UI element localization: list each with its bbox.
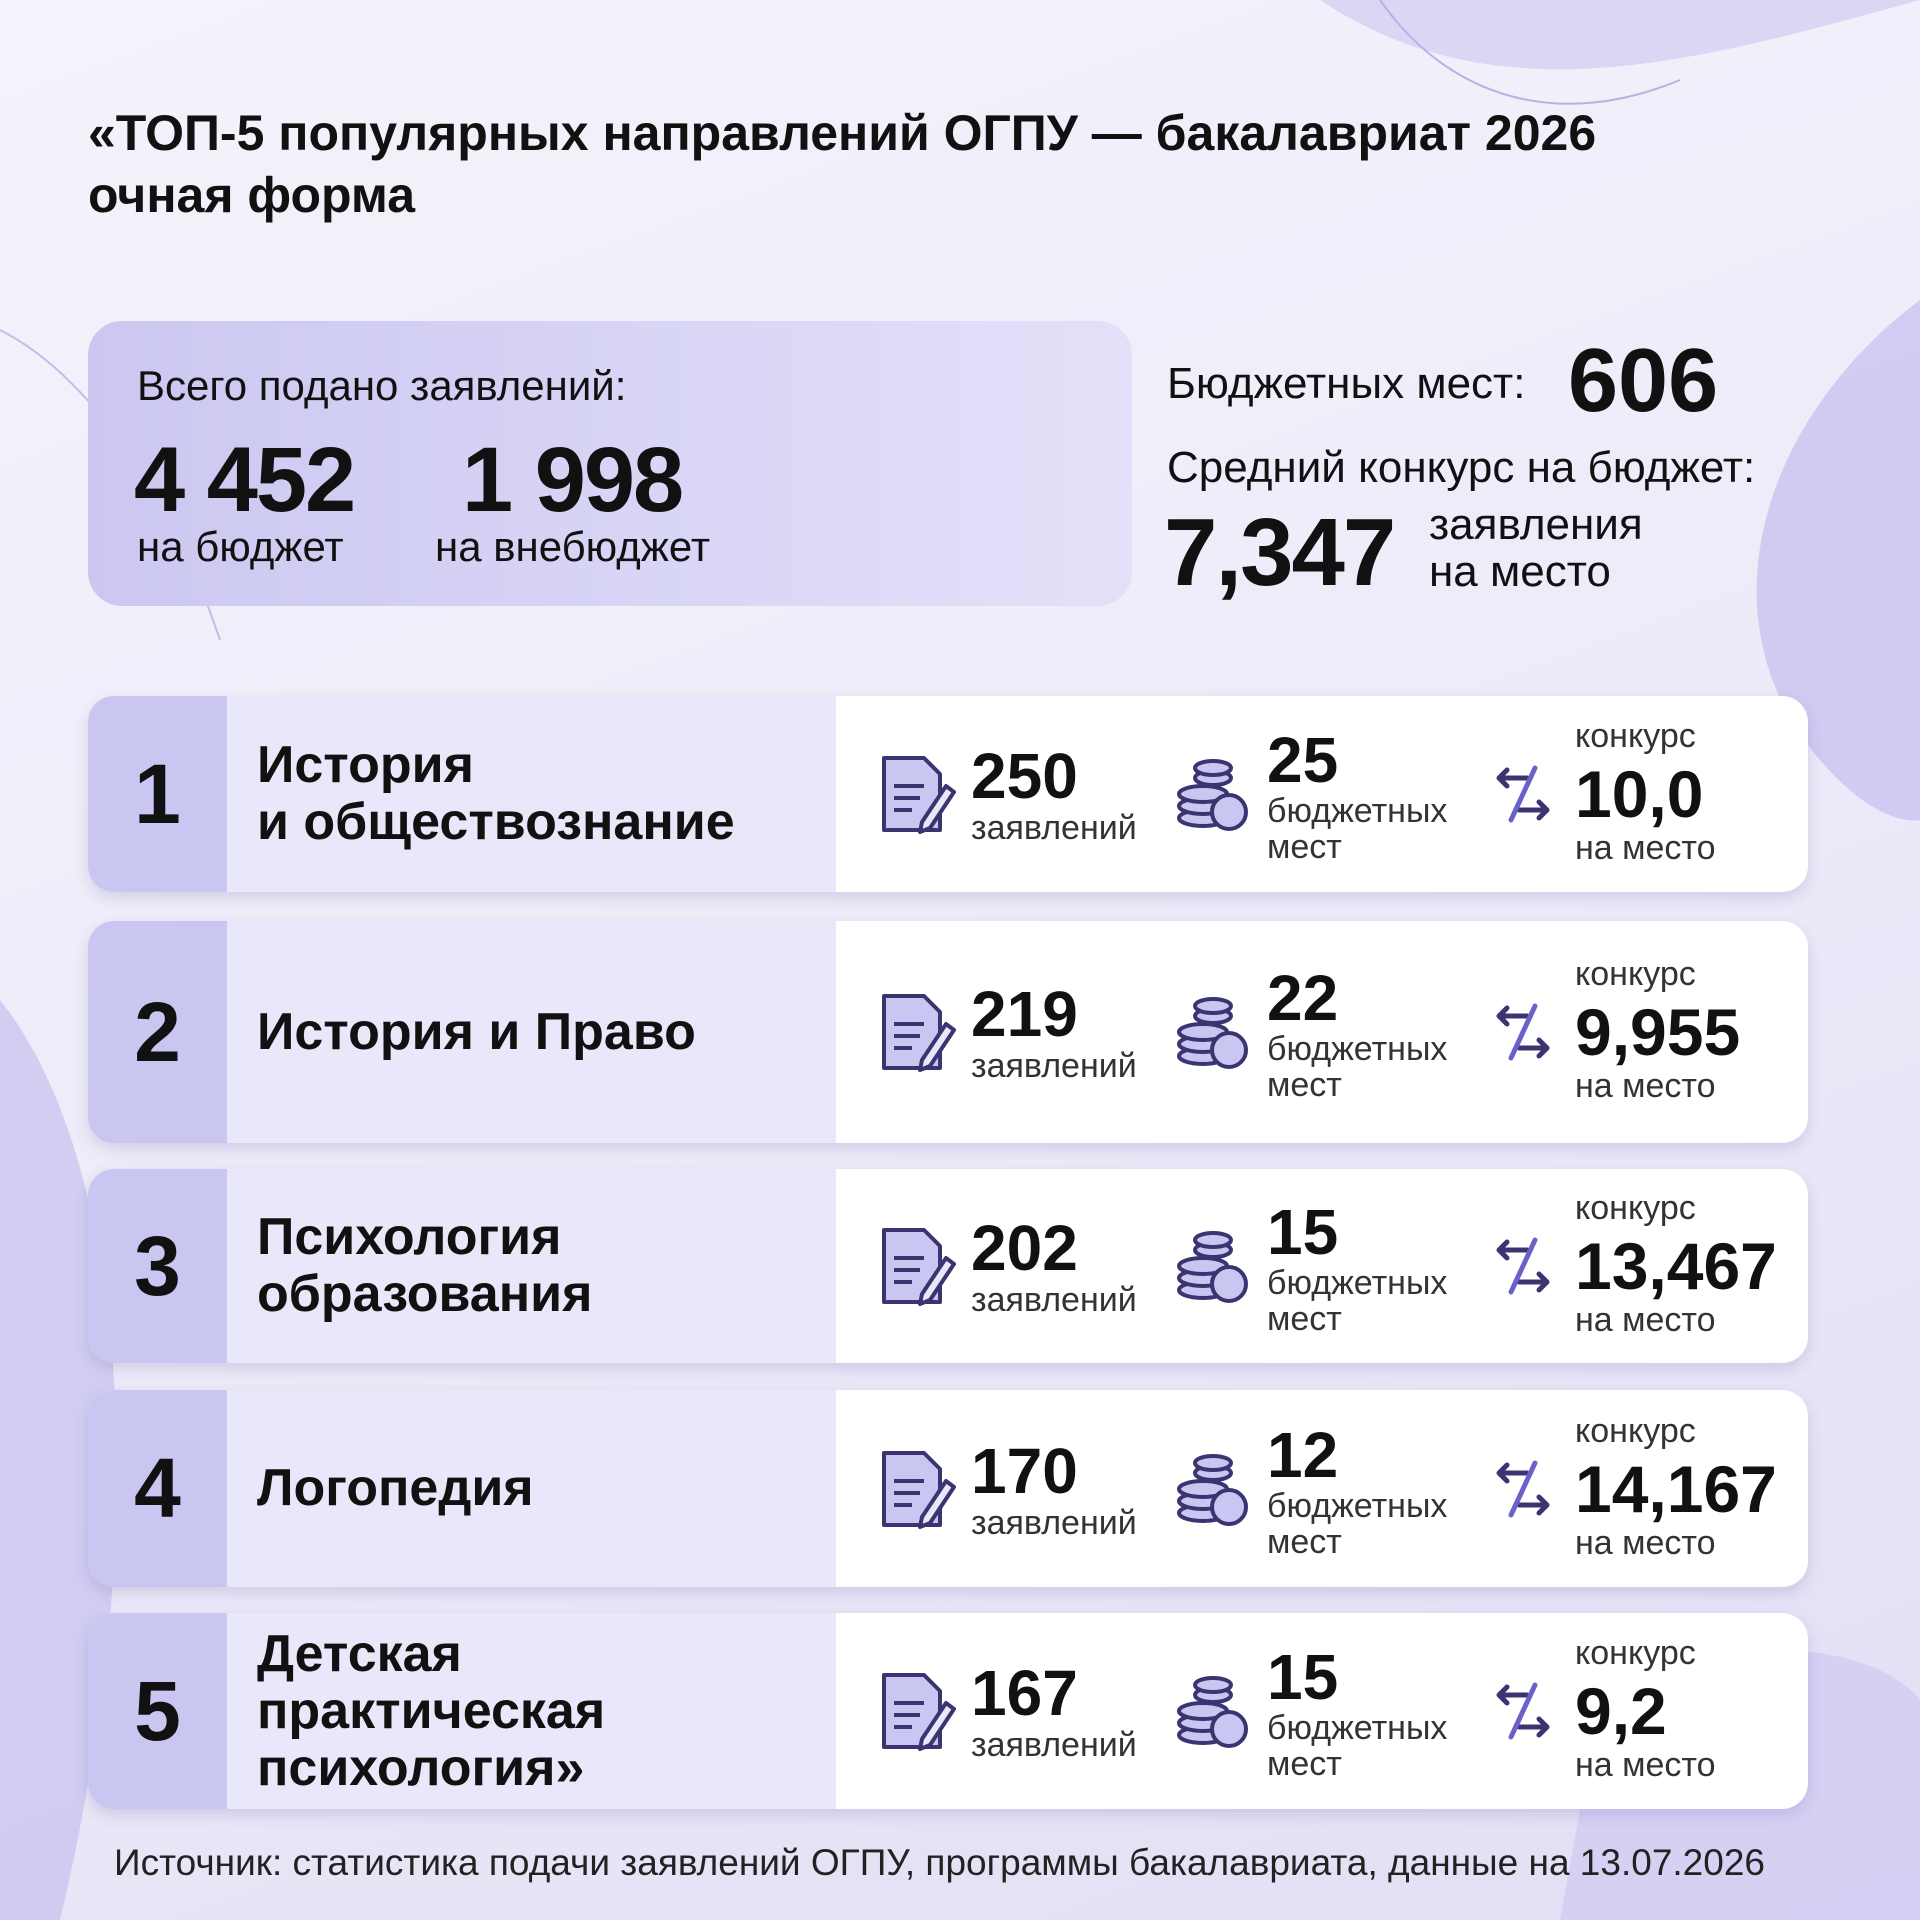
name-line: История: [257, 736, 474, 794]
summary-label: Всего подано заявлений:: [137, 362, 627, 409]
places-count: 22: [1267, 962, 1339, 1034]
applications-count: 219: [971, 978, 1078, 1050]
competition-label: конкурс: [1575, 717, 1696, 755]
name-line: практическая: [257, 1681, 606, 1740]
rank: 5: [88, 1613, 227, 1809]
name-line: образования: [257, 1265, 593, 1323]
competition-value: 9,2: [1575, 1674, 1667, 1748]
applications-label: заявлений: [971, 1281, 1137, 1319]
applications-count: 202: [971, 1212, 1078, 1284]
source-note: Источник: статистика подачи заявлений ОГ…: [114, 1842, 1765, 1883]
competition-unit: на место: [1575, 1523, 1716, 1562]
applications-count: 170: [971, 1434, 1078, 1507]
places-label: мест: [1267, 1300, 1342, 1338]
title-line: очная форма: [88, 167, 416, 223]
places-count: 12: [1267, 1418, 1339, 1491]
direction-name: Логопедия: [227, 1390, 836, 1587]
paid-label: на внебюджет: [435, 523, 711, 570]
places-label: мест: [1267, 1066, 1342, 1104]
applications-label: заявлений: [971, 1047, 1137, 1085]
direction-name: История и Право: [227, 921, 836, 1143]
competition-value: 10,0: [1575, 757, 1704, 831]
icon-applications: [876, 1447, 956, 1531]
icon-competition: [1491, 1234, 1555, 1298]
direction-row: 3 Психология образования 202 заявлений 15 бюдж…: [88, 1169, 1808, 1363]
applications-label: заявлений: [971, 1726, 1137, 1764]
places-label: бюджетных: [1267, 792, 1448, 830]
direction-name: История и обществознание: [227, 696, 836, 892]
icon-places: [1173, 754, 1253, 834]
competition-label: Средний конкурс на бюджет:: [1167, 443, 1756, 492]
competition-label: конкурс: [1575, 1411, 1696, 1450]
places-label: мест: [1267, 1522, 1342, 1561]
icon-applications: [876, 1224, 956, 1308]
icon-competition: [1491, 1679, 1555, 1743]
competition-value: 13,467: [1575, 1229, 1777, 1303]
applications-label: заявлений: [971, 809, 1137, 847]
icon-applications: [876, 990, 956, 1074]
icon-places: [1173, 1671, 1253, 1751]
places-count: 15: [1267, 1196, 1339, 1268]
direction-row: 4 Логопедия 170 заявлений 12 бюджетных мест кон…: [88, 1390, 1808, 1587]
summary-box: [88, 321, 1132, 606]
budget-label: на бюджет: [137, 523, 344, 570]
rank: 2: [88, 921, 227, 1143]
name-line: Психология: [257, 1208, 562, 1266]
budget-count: 4 452: [134, 429, 356, 531]
places-label: бюджетных: [1267, 1709, 1448, 1747]
places-label: бюджетных: [1267, 1030, 1448, 1068]
competition-value: 7,347: [1164, 499, 1396, 606]
icon-competition: [1491, 1000, 1555, 1064]
places-label: мест: [1267, 828, 1342, 866]
title-line: «ТОП-5 популярных направлений ОГПУ — бак…: [88, 105, 1597, 161]
icon-places: [1173, 1226, 1253, 1306]
name-line: Логопедия: [257, 1459, 534, 1517]
competition-unit: на место: [1575, 1067, 1716, 1105]
icon-places: [1173, 992, 1253, 1072]
rank: 1: [88, 696, 227, 892]
places-label: Бюджетных мест:: [1167, 359, 1526, 408]
competition-value: 9,955: [1575, 995, 1741, 1069]
name-line: Детская: [257, 1624, 462, 1683]
icon-applications: [876, 1669, 956, 1753]
icon-applications: [876, 752, 956, 836]
competition-value: 14,167: [1575, 1451, 1777, 1526]
applications-count: 250: [971, 740, 1078, 812]
name-line: психология»: [257, 1738, 585, 1797]
competition-unit: заявления: [1429, 500, 1643, 549]
direction-row: 5 Детская практическая психология» 167 заявле…: [88, 1613, 1808, 1809]
places-total: 606: [1568, 331, 1719, 431]
paid-count: 1 998: [462, 429, 684, 531]
competition-unit: на место: [1575, 1746, 1716, 1784]
applications-label: заявлений: [971, 1503, 1137, 1542]
direction-name: Психология образования: [227, 1169, 836, 1363]
competition-label: конкурс: [1575, 1189, 1696, 1227]
icon-places: [1173, 1449, 1253, 1529]
rank: 3: [88, 1169, 227, 1363]
direction-row: 1 История и обществознание 250 заявлений 25 бю…: [88, 696, 1808, 892]
name-line: История и Право: [257, 1002, 696, 1061]
icon-competition: [1491, 1457, 1555, 1521]
places-count: 25: [1267, 724, 1339, 796]
direction-name: Детская практическая психология»: [227, 1613, 836, 1809]
places-count: 15: [1267, 1641, 1339, 1713]
places-label: бюджетных: [1267, 1486, 1448, 1525]
name-line: и обществознание: [257, 793, 735, 851]
places-label: бюджетных: [1267, 1264, 1448, 1302]
competition-unit: на место: [1575, 829, 1716, 867]
competition-unit: на место: [1575, 1301, 1716, 1339]
competition-label: конкурс: [1575, 1634, 1696, 1672]
direction-row: 2 История и Право 219 заявлений 22 бюджетных м…: [88, 921, 1808, 1143]
applications-count: 167: [971, 1657, 1078, 1729]
rank: 4: [88, 1390, 227, 1587]
competition-label: конкурс: [1575, 955, 1696, 993]
icon-competition: [1491, 762, 1555, 826]
places-label: мест: [1267, 1745, 1342, 1783]
competition-unit: на место: [1429, 547, 1611, 596]
